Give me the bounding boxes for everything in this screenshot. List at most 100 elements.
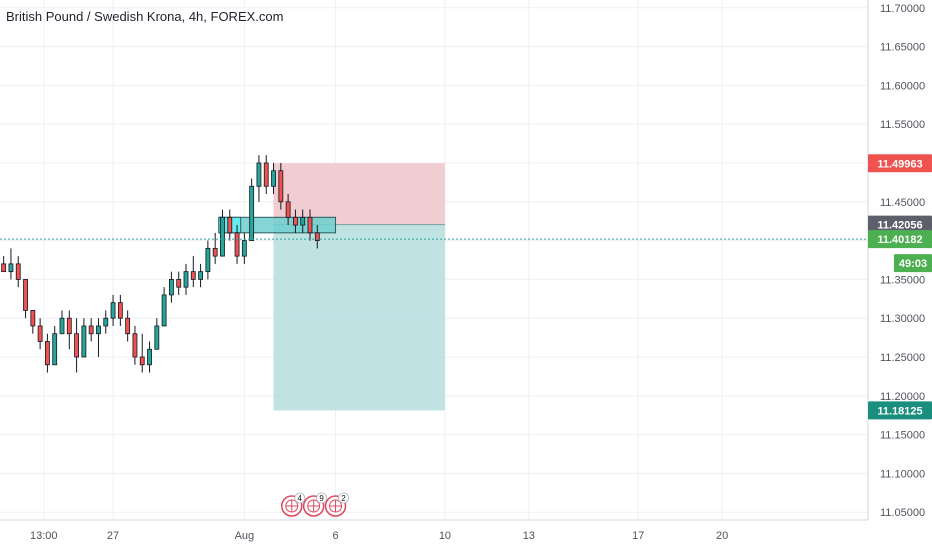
y-tick-label: 11.70000 (880, 3, 925, 15)
candle (241, 232, 247, 264)
current-price-badge-bg (868, 230, 932, 249)
y-tick-label: 11.10000 (880, 468, 925, 480)
y-tick-label: 11.05000 (880, 507, 925, 519)
candle-body (52, 333, 58, 366)
candle (190, 256, 196, 288)
candle (227, 209, 233, 241)
candle-body (1, 263, 7, 273)
event-markers[interactable]: 4 9 2 (281, 492, 349, 517)
countdown-label: 49:03 (899, 258, 927, 270)
candle (161, 287, 167, 327)
candle-body (103, 317, 109, 327)
event-count: 2 (341, 494, 346, 503)
candle-body (88, 325, 94, 335)
target-price-badge-bg (868, 401, 932, 420)
candle (176, 271, 182, 295)
candle (263, 155, 269, 195)
candle (205, 240, 211, 280)
candle-body (169, 279, 174, 296)
y-tick-label: 11.30000 (880, 313, 925, 325)
candle-body (300, 216, 306, 226)
candle (154, 318, 160, 350)
candle (293, 209, 298, 233)
event-flag-icon[interactable]: 9 (302, 492, 328, 517)
event-flag-icon[interactable]: 2 (324, 492, 349, 517)
y-tick-label: 11.25000 (880, 352, 925, 364)
candle (271, 162, 276, 195)
candle (234, 225, 240, 264)
y-tick-label: 11.20000 (880, 391, 925, 403)
candle-body (314, 232, 320, 241)
candle (15, 256, 21, 288)
candle (212, 232, 218, 264)
candle-body (176, 279, 182, 288)
target-price-badge: 11.18125 (877, 405, 922, 417)
candle (183, 263, 189, 295)
stop-price-badge-bg (868, 154, 932, 173)
candle-body (23, 279, 28, 311)
countdown-bg (894, 254, 932, 273)
entry-price-badge: 11.42056 (877, 220, 922, 232)
candle (30, 310, 36, 334)
candle (45, 333, 50, 373)
candle-body (96, 325, 101, 335)
x-tick-label: 27 (107, 530, 119, 542)
candle-body (37, 325, 43, 342)
candle (88, 318, 94, 342)
candle (23, 279, 28, 319)
candle (256, 155, 262, 202)
event-count: 9 (319, 494, 324, 503)
candle-body (256, 162, 262, 187)
candle-body (125, 317, 131, 335)
candle-body (66, 317, 72, 335)
candle (147, 341, 152, 373)
candle-body (30, 310, 36, 327)
candle (300, 209, 306, 233)
candle-body (212, 247, 218, 257)
candle (132, 325, 138, 365)
y-tick-label: 11.65000 (880, 42, 925, 54)
candle-body (139, 356, 145, 366)
event-count: 4 (298, 494, 303, 503)
candle (103, 310, 109, 334)
candle-body (285, 201, 291, 218)
y-tick-label: 11.45000 (880, 197, 925, 209)
candle (59, 310, 65, 335)
candle (198, 263, 203, 288)
y-tick-label: 11.55000 (880, 119, 925, 131)
y-tick-label: 11.60000 (880, 80, 925, 92)
candle (81, 318, 87, 358)
candle (66, 310, 72, 350)
candle (169, 271, 174, 303)
x-tick-label: 13 (523, 530, 535, 542)
candle-body (15, 263, 21, 280)
candle-body (293, 216, 298, 226)
x-tick-label: 20 (716, 530, 728, 542)
candle-body (198, 271, 203, 280)
candle (37, 318, 43, 350)
candle (249, 178, 255, 241)
candle-body (263, 162, 269, 187)
x-tick-label: Aug (235, 530, 255, 542)
candle-body (241, 240, 247, 257)
candle-body (154, 325, 160, 350)
candle-body (278, 170, 284, 203)
candle (125, 310, 131, 342)
candle-body (183, 271, 189, 288)
x-tick-label: 13:00 (30, 530, 58, 542)
candle-body (81, 325, 87, 358)
candle (117, 294, 123, 326)
candle (278, 162, 284, 210)
event-count-bg (294, 492, 306, 504)
x-tick-label: 6 (332, 530, 338, 542)
x-tick-label: 17 (632, 530, 644, 542)
event-flag-icon[interactable]: 4 (281, 492, 306, 517)
axes-layer[interactable]: 11.7000011.6500011.6000011.5500011.50000… (0, 0, 932, 542)
stop-price-badge: 11.49963 (877, 158, 922, 170)
candle-body (234, 232, 240, 257)
candle-body (220, 216, 225, 257)
candle-body (8, 263, 14, 273)
candle-body (227, 216, 233, 234)
